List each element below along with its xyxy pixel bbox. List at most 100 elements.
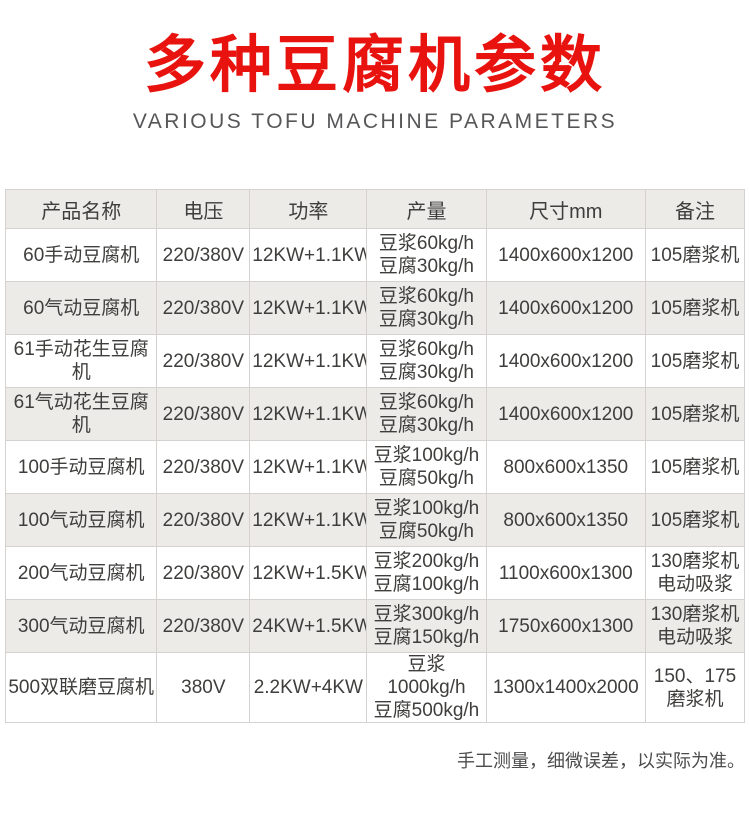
output-cell-line: 豆腐500kg/h: [373, 700, 480, 721]
note-cell: 105磨浆机: [645, 493, 745, 547]
note-cell-line: 磨浆机: [666, 688, 724, 710]
output-cell: 豆浆100kg/h 豆腐50kg/h: [366, 493, 487, 547]
note-cell: 105磨浆机: [645, 334, 745, 388]
output-cell-line: 豆腐50kg/h: [378, 468, 474, 489]
table-header: 产品名称 电压 功率 产量 尺寸mm 备注: [4, 189, 745, 229]
output-cell-line: 豆腐30kg/h: [378, 309, 474, 330]
table-row: 60手动豆腐机 220/380V 12KW+1.1KW 豆浆60kg/h 豆腐30kg/…: [4, 228, 745, 282]
table-row: 60气动豆腐机 220/380V 12KW+1.1KW 豆浆60kg/h 豆腐30kg/…: [4, 281, 745, 335]
column-header-3: 产量: [366, 189, 487, 229]
note-cell-line: 105磨浆机: [650, 350, 740, 372]
note-cell: 105磨浆机: [645, 387, 745, 441]
product-name-cell: 100手动豆腐机: [4, 440, 158, 494]
output-cell-line: 豆腐30kg/h: [378, 415, 474, 436]
table-row: 100手动豆腐机 220/380V 12KW+1.1KW 豆浆100kg/h 豆腐50k…: [4, 440, 745, 494]
product-name-cell: 60手动豆腐机: [4, 228, 158, 282]
output-cell-line: 豆浆1000kg/h: [387, 654, 466, 698]
note-cell-line: 105磨浆机: [650, 244, 740, 266]
table-body: 60手动豆腐机 220/380V 12KW+1.1KW 豆浆60kg/h 豆腐30kg/…: [4, 228, 745, 723]
product-name-cell: 500双联磨豆腐机: [4, 652, 158, 723]
voltage-cell: 220/380V: [156, 281, 251, 335]
spec-table: 产品名称 电压 功率 产量 尺寸mm 备注 60手动豆腐机 220/380V 12KW+1.1…: [4, 189, 745, 723]
product-name-cell: 300气动豆腐机: [4, 599, 158, 653]
note-cell-line: 105磨浆机: [650, 509, 740, 531]
column-header-4: 尺寸mm: [485, 189, 647, 229]
output-cell: 豆浆200kg/h 豆腐100kg/h: [366, 546, 487, 600]
column-header-2: 功率: [249, 189, 368, 229]
note-cell: 150、175 磨浆机: [645, 652, 745, 723]
note-cell: 105磨浆机: [645, 228, 745, 282]
table-row: 300气动豆腐机 220/380V 24KW+1.5KW 豆浆300kg/h 豆腐150…: [4, 599, 745, 653]
note-cell: 105磨浆机: [645, 440, 745, 494]
product-name-cell: 200气动豆腐机: [4, 546, 158, 600]
voltage-cell: 220/380V: [156, 228, 251, 282]
table-row: 500双联磨豆腐机 380V 2.2KW+4KW 豆浆1000kg/h 豆腐500kg/…: [4, 652, 745, 723]
product-name-cell: 60气动豆腐机: [4, 281, 158, 335]
note-cell-line: 130磨浆机: [650, 604, 740, 625]
voltage-cell: 380V: [156, 652, 251, 723]
page-subtitle: VARIOUS TOFU MACHINE PARAMETERS: [132, 110, 618, 133]
output-cell-line: 豆浆60kg/h: [378, 392, 474, 413]
table-row: 61气动花生豆腐机 220/380V 12KW+1.1KW 豆浆60kg/h 豆腐30k…: [4, 387, 745, 441]
column-header-0: 产品名称: [4, 189, 158, 229]
output-cell-line: 豆浆300kg/h: [373, 604, 480, 625]
size-cell: 800x600x1350: [485, 493, 647, 547]
output-cell-line: 豆浆200kg/h: [373, 551, 480, 572]
column-header-1: 电压: [156, 189, 251, 229]
output-cell-line: 豆浆100kg/h: [373, 445, 480, 466]
page-title: 多种豆腐机参数: [143, 32, 606, 100]
note-cell-line: 105磨浆机: [650, 297, 740, 319]
output-cell-line: 豆腐150kg/h: [373, 627, 480, 648]
power-cell: 12KW+1.1KW: [249, 493, 368, 547]
output-cell: 豆浆60kg/h 豆腐30kg/h: [366, 281, 487, 335]
size-cell: 1300x1400x2000: [485, 652, 647, 723]
size-cell: 1400x600x1200: [485, 281, 647, 335]
note-cell-line: 150、175: [653, 665, 737, 687]
power-cell: 12KW+1.1KW: [249, 440, 368, 494]
output-cell: 豆浆60kg/h 豆腐30kg/h: [366, 334, 487, 388]
output-cell-line: 豆浆60kg/h: [378, 233, 474, 254]
column-header-5: 备注: [645, 189, 745, 229]
output-cell-line: 豆浆60kg/h: [378, 339, 474, 360]
footnote: 手工测量，细微误差，以实际为准。: [457, 751, 745, 771]
power-cell: 2.2KW+4KW: [249, 652, 368, 723]
voltage-cell: 220/380V: [156, 599, 251, 653]
voltage-cell: 220/380V: [156, 334, 251, 388]
output-cell: 豆浆60kg/h 豆腐30kg/h: [366, 228, 487, 282]
table-header-row: 产品名称 电压 功率 产量 尺寸mm 备注: [4, 189, 745, 229]
output-cell: 豆浆300kg/h 豆腐150kg/h: [366, 599, 487, 653]
table-row: 61手动花生豆腐机 220/380V 12KW+1.1KW 豆浆60kg/h 豆腐30k…: [4, 334, 745, 388]
note-cell: 130磨浆机 电动吸浆: [645, 546, 745, 600]
voltage-cell: 220/380V: [156, 387, 251, 441]
output-cell: 豆浆60kg/h 豆腐30kg/h: [366, 387, 487, 441]
power-cell: 12KW+1.1KW: [249, 228, 368, 282]
table-row: 100气动豆腐机 220/380V 12KW+1.1KW 豆浆100kg/h 豆腐50k…: [4, 493, 745, 547]
note-cell: 130磨浆机 电动吸浆: [645, 599, 745, 653]
product-name-cell: 61气动花生豆腐机: [4, 387, 158, 441]
power-cell: 12KW+1.5KW: [249, 546, 368, 600]
table-row: 200气动豆腐机 220/380V 12KW+1.5KW 豆浆200kg/h 豆腐100…: [4, 546, 745, 600]
note-cell: 105磨浆机: [645, 281, 745, 335]
output-cell-line: 豆腐30kg/h: [378, 256, 474, 277]
size-cell: 1400x600x1200: [485, 228, 647, 282]
output-cell: 豆浆1000kg/h 豆腐500kg/h: [366, 652, 487, 723]
power-cell: 12KW+1.1KW: [249, 281, 368, 335]
product-name-cell: 100气动豆腐机: [4, 493, 158, 547]
output-cell-line: 豆腐100kg/h: [373, 574, 480, 595]
size-cell: 1750x600x1300: [485, 599, 647, 653]
output-cell-line: 豆腐50kg/h: [378, 521, 474, 542]
power-cell: 12KW+1.1KW: [249, 334, 368, 388]
product-name-cell: 61手动花生豆腐机: [4, 334, 158, 388]
note-cell-line: 105磨浆机: [650, 456, 740, 478]
output-cell: 豆浆100kg/h 豆腐50kg/h: [366, 440, 487, 494]
power-cell: 12KW+1.1KW: [249, 387, 368, 441]
power-cell: 24KW+1.5KW: [249, 599, 368, 653]
output-cell-line: 豆浆60kg/h: [378, 286, 474, 307]
output-cell-line: 豆浆100kg/h: [373, 498, 480, 519]
size-cell: 800x600x1350: [485, 440, 647, 494]
voltage-cell: 220/380V: [156, 493, 251, 547]
note-cell-line: 105磨浆机: [650, 403, 740, 425]
note-cell-line: 130磨浆机: [650, 551, 740, 572]
voltage-cell: 220/380V: [156, 546, 251, 600]
voltage-cell: 220/380V: [156, 440, 251, 494]
